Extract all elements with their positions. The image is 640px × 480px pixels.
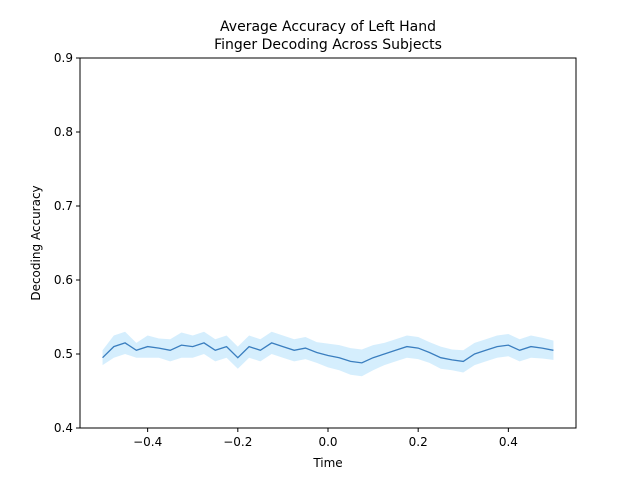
plot-area (102, 331, 554, 377)
confidence-band (102, 331, 554, 377)
x-tick-label: −0.2 (223, 435, 252, 449)
x-tick-label: 0.0 (318, 435, 337, 449)
y-tick-label: 0.9 (54, 51, 73, 65)
x-tick-label: 0.4 (499, 435, 518, 449)
x-tick-label: 0.2 (409, 435, 428, 449)
x-axis-ticks: −0.4 −0.2 0.0 0.2 0.4 (133, 428, 518, 449)
y-axis-ticks: 0.4 0.5 0.6 0.7 0.8 0.9 (54, 51, 80, 435)
y-tick-label: 0.4 (54, 421, 73, 435)
x-axis-label: Time (312, 456, 342, 470)
y-tick-label: 0.5 (54, 347, 73, 361)
y-tick-label: 0.6 (54, 273, 73, 287)
mean-accuracy-line (102, 342, 554, 364)
y-axis-label: Decoding Accuracy (29, 185, 43, 300)
x-tick-label: −0.4 (133, 435, 162, 449)
chart-title-line-2: Finger Decoding Across Subjects (214, 37, 442, 53)
y-tick-label: 0.7 (54, 199, 73, 213)
y-tick-label: 0.8 (54, 125, 73, 139)
chart-title-line-1: Average Accuracy of Left Hand (220, 19, 436, 35)
